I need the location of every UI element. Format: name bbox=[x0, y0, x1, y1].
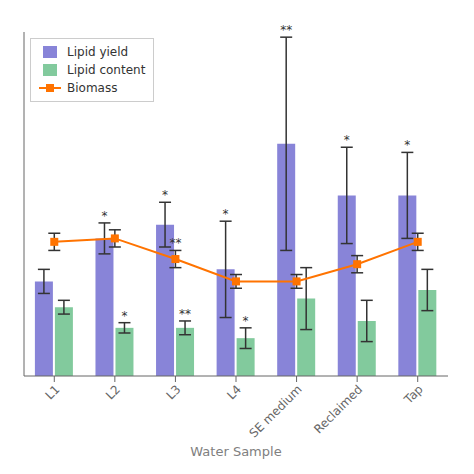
svg-text:SE medium: SE medium bbox=[246, 382, 304, 440]
svg-text:*: * bbox=[101, 209, 107, 223]
svg-text:L2: L2 bbox=[103, 382, 123, 402]
svg-text:L4: L4 bbox=[224, 382, 244, 402]
svg-text:**: ** bbox=[280, 23, 292, 37]
svg-text:Water Sample: Water Sample bbox=[190, 444, 281, 459]
svg-text:Reclaimed: Reclaimed bbox=[311, 382, 365, 436]
html-text:Lipid content: Lipid content bbox=[67, 63, 146, 77]
svg-text:**: ** bbox=[179, 307, 191, 321]
svg-text:*: * bbox=[344, 133, 350, 147]
html-text:Biomass: Biomass bbox=[67, 81, 118, 95]
svg-text:Tap: Tap bbox=[401, 382, 426, 407]
svg-text:**: ** bbox=[169, 236, 181, 250]
svg-text:*: * bbox=[162, 188, 168, 202]
svg-text:*: * bbox=[243, 314, 249, 328]
svg-text:*: * bbox=[223, 207, 229, 221]
svg-text:*: * bbox=[121, 309, 127, 323]
svg-text:L3: L3 bbox=[164, 382, 184, 402]
svg-text:*: * bbox=[404, 138, 410, 152]
svg-text:L1: L1 bbox=[42, 382, 62, 402]
html-text:Lipid yield: Lipid yield bbox=[67, 45, 129, 59]
